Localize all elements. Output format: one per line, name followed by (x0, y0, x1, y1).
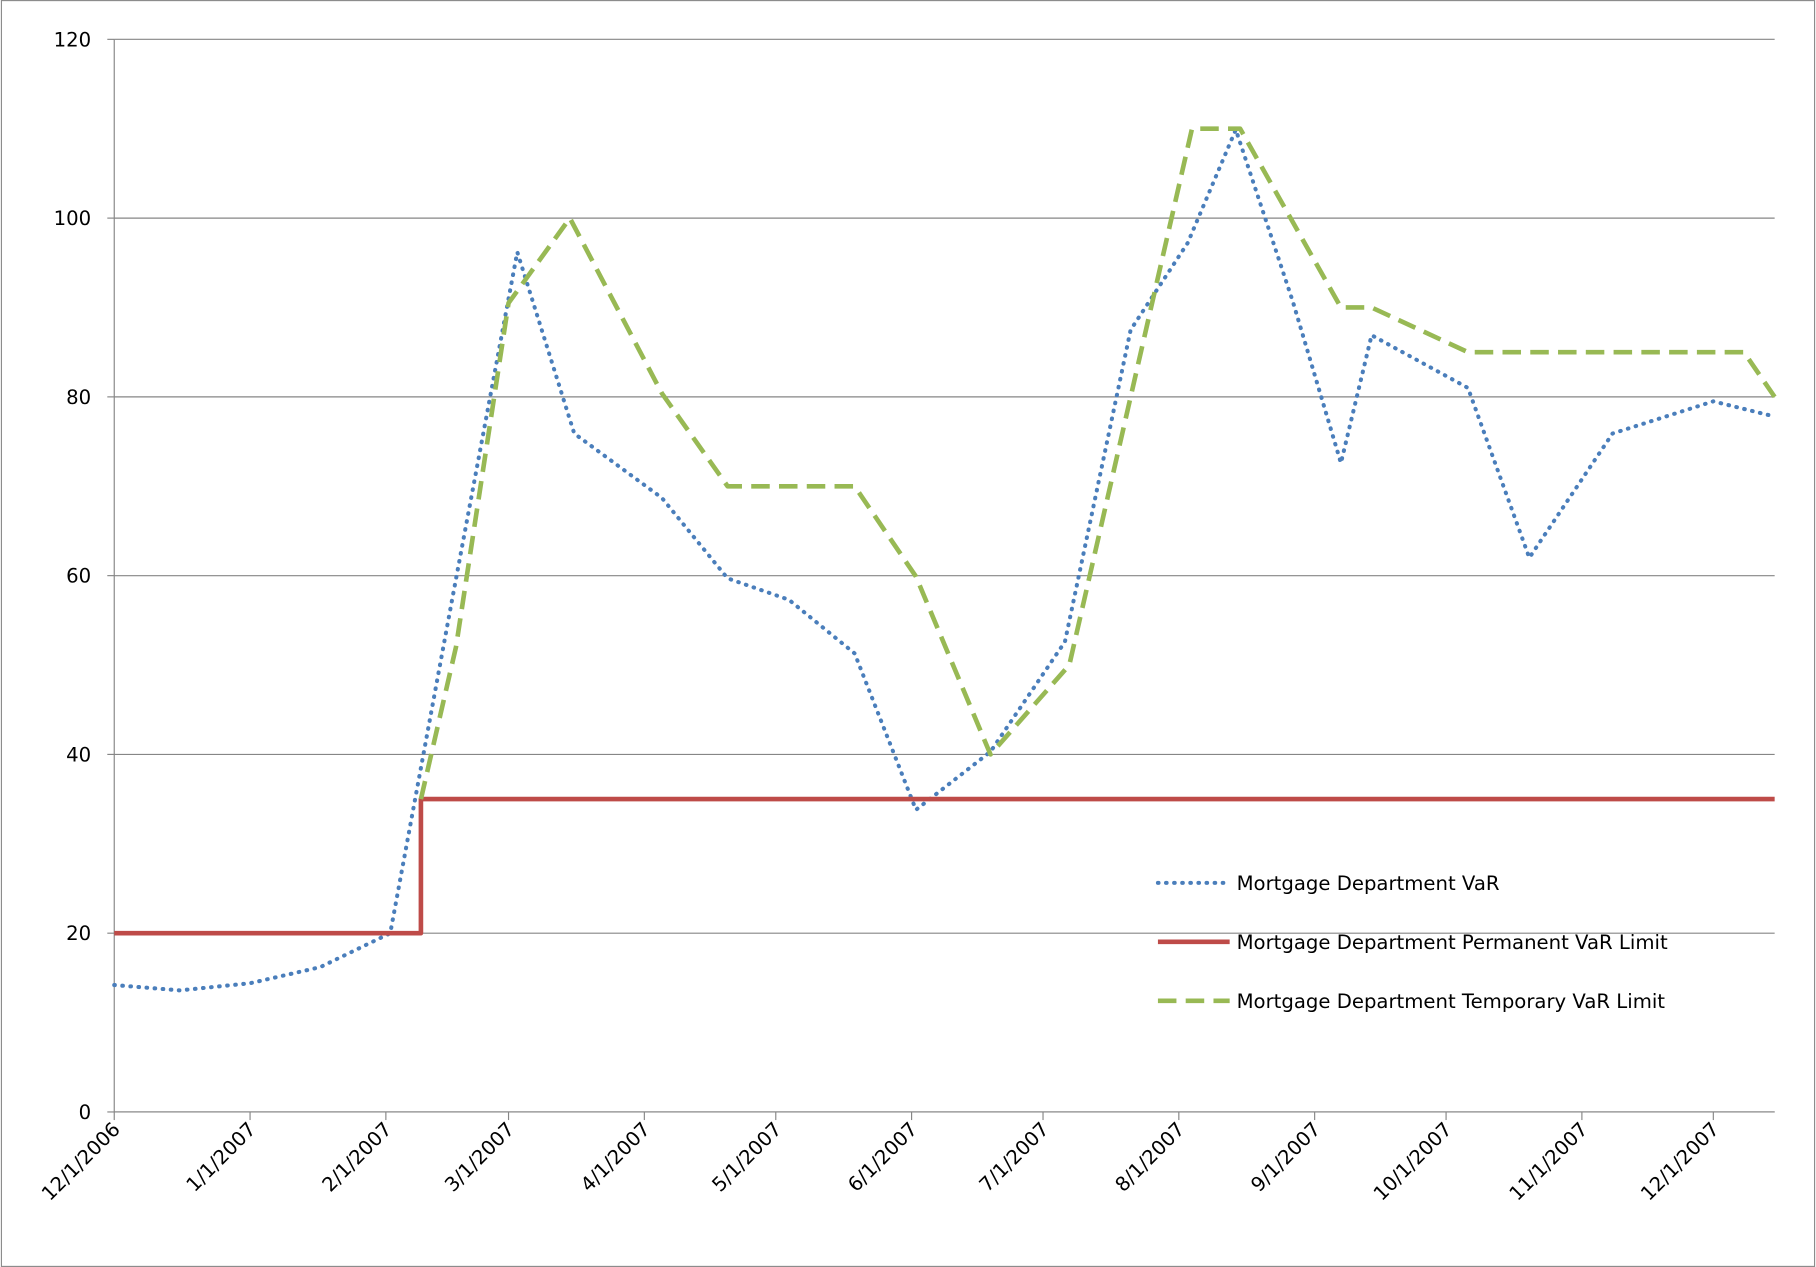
series-line (114, 796, 1775, 936)
series-line (112, 127, 1777, 993)
y-tick-label: 100 (54, 207, 92, 230)
y-tick-label: 20 (66, 922, 91, 945)
y-tick-label: 60 (66, 565, 91, 588)
y-tick-label: 80 (66, 386, 91, 409)
legend-label: Mortgage Department Temporary VaR Limit (1237, 990, 1666, 1013)
legend-label: Mortgage Department VaR (1237, 872, 1500, 895)
series-line (418, 126, 1777, 800)
y-tick-label: 0 (79, 1101, 92, 1124)
y-tick-label: 120 (54, 28, 92, 51)
y-tick-label: 40 (66, 743, 91, 766)
legend-label: Mortgage Department Permanent VaR Limit (1237, 931, 1668, 954)
